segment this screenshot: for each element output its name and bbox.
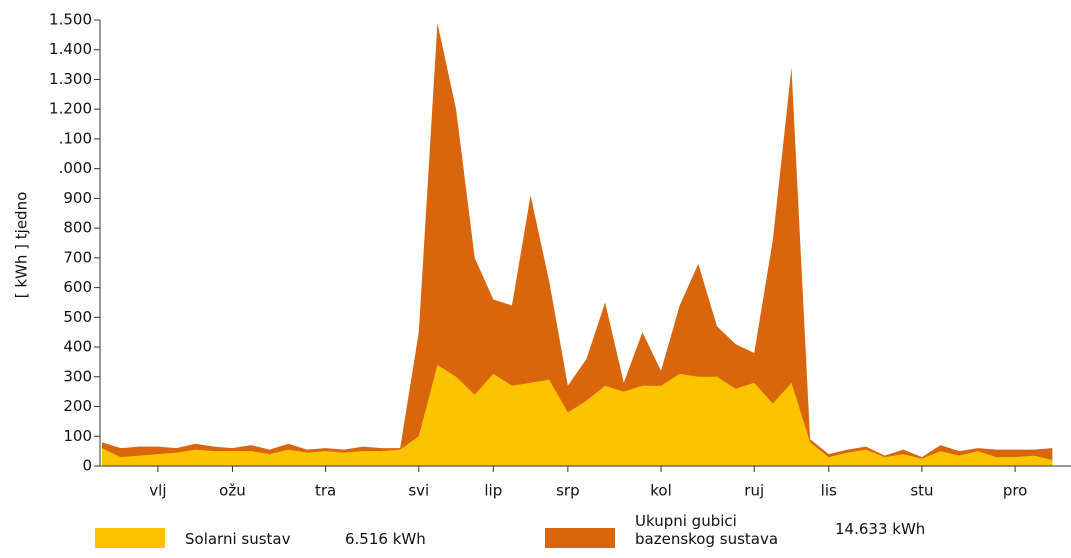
area (102, 22, 1053, 467)
x-tick-label: tra (315, 482, 336, 500)
legend-label: Ukupni gubici bazenskog sustava (635, 512, 779, 548)
x-tick-label: ruj (744, 482, 764, 500)
y-tick-label: 1.500 (49, 11, 92, 29)
y-tick-label: 700 (63, 248, 92, 266)
legend-total: 14.633 kWh (835, 520, 926, 538)
legend-swatch (95, 528, 165, 548)
y-axis-label: [ kWh ] tjedno (13, 192, 31, 299)
x-tick-label: svi (408, 482, 429, 500)
y-tick-label: .100 (59, 129, 92, 147)
legend-swatch (545, 528, 615, 548)
y-tick-label: .000 (59, 159, 92, 177)
y-tick-label: 800 (63, 219, 92, 237)
x-tick-label: stu (910, 482, 933, 500)
y-tick-label: 300 (63, 367, 92, 385)
y-tick-label: 200 (63, 397, 92, 415)
x-tick-label: kol (650, 482, 672, 500)
x-tick-label: vlj (149, 482, 166, 500)
y-tick-label: 500 (63, 308, 92, 326)
legend-label: Solarni sustav (185, 530, 291, 548)
y-tick-label: 1.200 (49, 100, 92, 118)
legend-total: 6.516 kWh (345, 530, 426, 548)
y-tick-label: 1.300 (49, 70, 92, 88)
x-tick-label: lis (821, 482, 837, 500)
y-tick-label: 600 (63, 278, 92, 296)
y-tick-label: 100 (63, 427, 92, 445)
x-tick-label: lip (484, 482, 502, 500)
y-tick-label: 0 (82, 457, 92, 475)
chart: [ kWh ] tjedno 0 100 200 300 400 500 600 700 800… (13, 11, 1071, 500)
y-tick-label: 1.400 (49, 40, 92, 58)
x-tick-label: srp (556, 482, 580, 500)
x-tick-label: ožu (219, 482, 246, 500)
y-tick-label: 900 (63, 189, 92, 207)
y-tick-label: 400 (63, 338, 92, 356)
x-tick-label: pro (1003, 482, 1028, 500)
area (102, 364, 1053, 466)
